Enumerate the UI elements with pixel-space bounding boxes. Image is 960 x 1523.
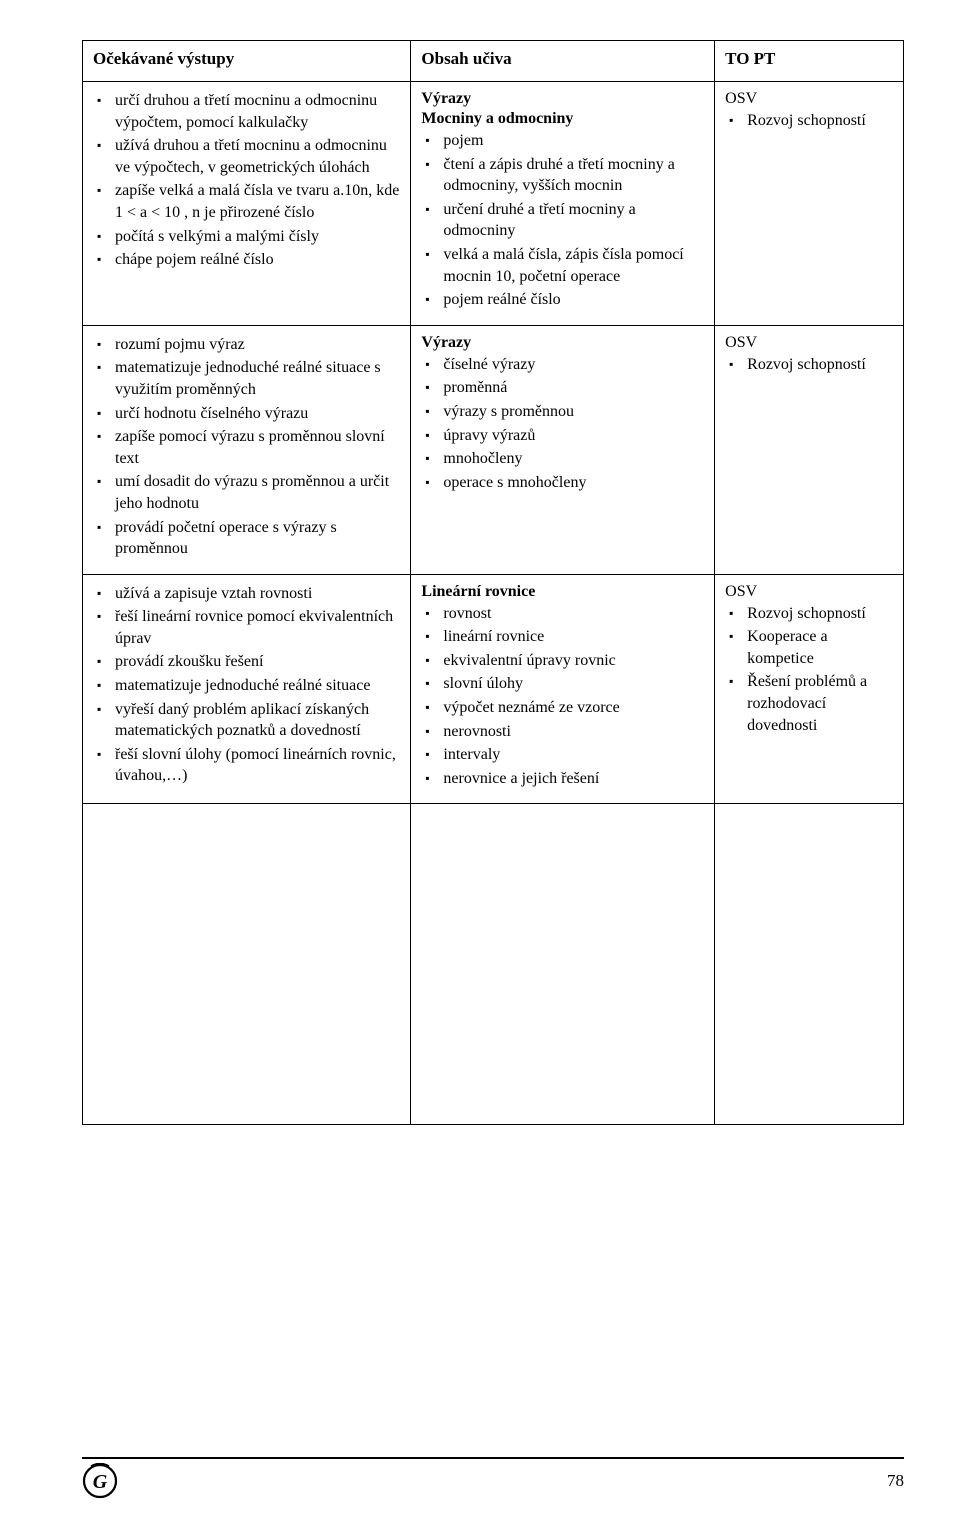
empty-cell [83, 804, 411, 1125]
page: Očekávané výstupy Obsah učiva TO PT určí… [0, 0, 960, 1523]
subsection-title: Mocniny a odmocniny [421, 110, 704, 128]
list-item: proměnná [443, 377, 704, 399]
section-title: Lineární rovnice [421, 583, 704, 601]
table-header-row: Očekávané výstupy Obsah učiva TO PT [83, 41, 904, 82]
list-item: ekvivalentní úpravy rovnic [443, 650, 704, 672]
list-item: provádí zkoušku řešení [115, 651, 400, 673]
empty-cell [411, 804, 715, 1125]
list-item: lineární rovnice [443, 626, 704, 648]
list-item: Řešení problémů a rozhodovací dovednosti [747, 671, 893, 736]
list-item: chápe pojem reálné číslo [115, 249, 400, 271]
list-item: užívá druhou a třetí mocninu a odmocninu… [115, 135, 400, 178]
table-row: rozumí pojmu výraz matematizuje jednoduc… [83, 325, 904, 574]
content-list: pojem čtení a zápis druhé a třetí mocnin… [421, 130, 704, 311]
list-item: úpravy výrazů [443, 425, 704, 447]
cell-outcomes: užívá a zapisuje vztah rovnosti řeší lin… [83, 574, 411, 804]
section-title: Výrazy [421, 90, 704, 108]
footer-inner: G 78 [82, 1463, 904, 1499]
cell-content: Výrazy číselné výrazy proměnná výrazy s … [411, 325, 715, 574]
list-item: zapíše pomocí výrazu s proměnnou slovní … [115, 426, 400, 469]
empty-cell [715, 804, 904, 1125]
list-item: Kooperace a kompetice [747, 626, 893, 669]
list-item: čtení a zápis druhé a třetí mocniny a od… [443, 154, 704, 197]
list-item: číselné výrazy [443, 354, 704, 376]
list-item: operace s mnohočleny [443, 472, 704, 494]
list-item: určí hodnotu číselného výrazu [115, 403, 400, 425]
list-item: intervaly [443, 744, 704, 766]
cell-content: Výrazy Mocniny a odmocniny pojem čtení a… [411, 82, 715, 326]
list-item: vyřeší daný problém aplikací získaných m… [115, 699, 400, 742]
table-row: užívá a zapisuje vztah rovnosti řeší lin… [83, 574, 904, 804]
list-item: počítá s velkými a malými čísly [115, 226, 400, 248]
curriculum-table: Očekávané výstupy Obsah učiva TO PT určí… [82, 40, 904, 1125]
list-item: Rozvoj schopností [747, 603, 893, 625]
list-item: velká a malá čísla, zápis čísla pomocí m… [443, 244, 704, 287]
section-title: Výrazy [421, 334, 704, 352]
topt-list: Rozvoj schopností [725, 110, 893, 132]
cell-topt: OSV Rozvoj schopností [715, 82, 904, 326]
outcomes-list: určí druhou a třetí mocninu a odmocninu … [93, 90, 400, 271]
cell-topt: OSV Rozvoj schopností [715, 325, 904, 574]
header-col1: Očekávané výstupy [83, 41, 411, 82]
topt-list: Rozvoj schopností Kooperace a kompetice … [725, 603, 893, 737]
list-item: Rozvoj schopností [747, 110, 893, 132]
list-item: slovní úlohy [443, 673, 704, 695]
list-item: zapíše velká a malá čísla ve tvaru a.10n… [115, 180, 400, 223]
header-col3: TO PT [715, 41, 904, 82]
topt-title: OSV [725, 90, 893, 108]
list-item: nerovnice a jejich řešení [443, 768, 704, 790]
cell-content: Lineární rovnice rovnost lineární rovnic… [411, 574, 715, 804]
list-item: Rozvoj schopností [747, 354, 893, 376]
list-item: nerovnosti [443, 721, 704, 743]
cell-outcomes: rozumí pojmu výraz matematizuje jednoduc… [83, 325, 411, 574]
content-list: číselné výrazy proměnná výrazy s proměnn… [421, 354, 704, 494]
list-item: výrazy s proměnnou [443, 401, 704, 423]
list-item: matematizuje jednoduché reálné situace [115, 675, 400, 697]
header-col2: Obsah učiva [411, 41, 715, 82]
list-item: pojem reálné číslo [443, 289, 704, 311]
list-item: výpočet neznámé ze vzorce [443, 697, 704, 719]
page-number: 78 [887, 1471, 904, 1491]
list-item: umí dosadit do výrazu s proměnnou a urči… [115, 471, 400, 514]
list-item: určení druhé a třetí mocniny a odmocniny [443, 199, 704, 242]
svg-text:G: G [93, 1471, 108, 1493]
list-item: provádí početní operace s výrazy s promě… [115, 517, 400, 560]
cell-topt: OSV Rozvoj schopností Kooperace a kompet… [715, 574, 904, 804]
list-item: rovnost [443, 603, 704, 625]
list-item: užívá a zapisuje vztah rovnosti [115, 583, 400, 605]
list-item: řeší slovní úlohy (pomocí lineárních rov… [115, 744, 400, 787]
table-row: určí druhou a třetí mocninu a odmocninu … [83, 82, 904, 326]
content-list: rovnost lineární rovnice ekvivalentní úp… [421, 603, 704, 790]
page-footer: G 78 [82, 1457, 904, 1499]
list-item: pojem [443, 130, 704, 152]
topt-title: OSV [725, 583, 893, 601]
list-item: matematizuje jednoduché reálné situace s… [115, 357, 400, 400]
cell-outcomes: určí druhou a třetí mocninu a odmocninu … [83, 82, 411, 326]
list-item: řeší lineární rovnice pomocí ekvivalentn… [115, 606, 400, 649]
list-item: mnohočleny [443, 448, 704, 470]
topt-list: Rozvoj schopností [725, 354, 893, 376]
list-item: určí druhou a třetí mocninu a odmocninu … [115, 90, 400, 133]
topt-title: OSV [725, 334, 893, 352]
table-row-empty [83, 804, 904, 1125]
list-item: rozumí pojmu výraz [115, 334, 400, 356]
footer-logo-icon: G [82, 1463, 118, 1499]
outcomes-list: rozumí pojmu výraz matematizuje jednoduc… [93, 334, 400, 560]
outcomes-list: užívá a zapisuje vztah rovnosti řeší lin… [93, 583, 400, 787]
